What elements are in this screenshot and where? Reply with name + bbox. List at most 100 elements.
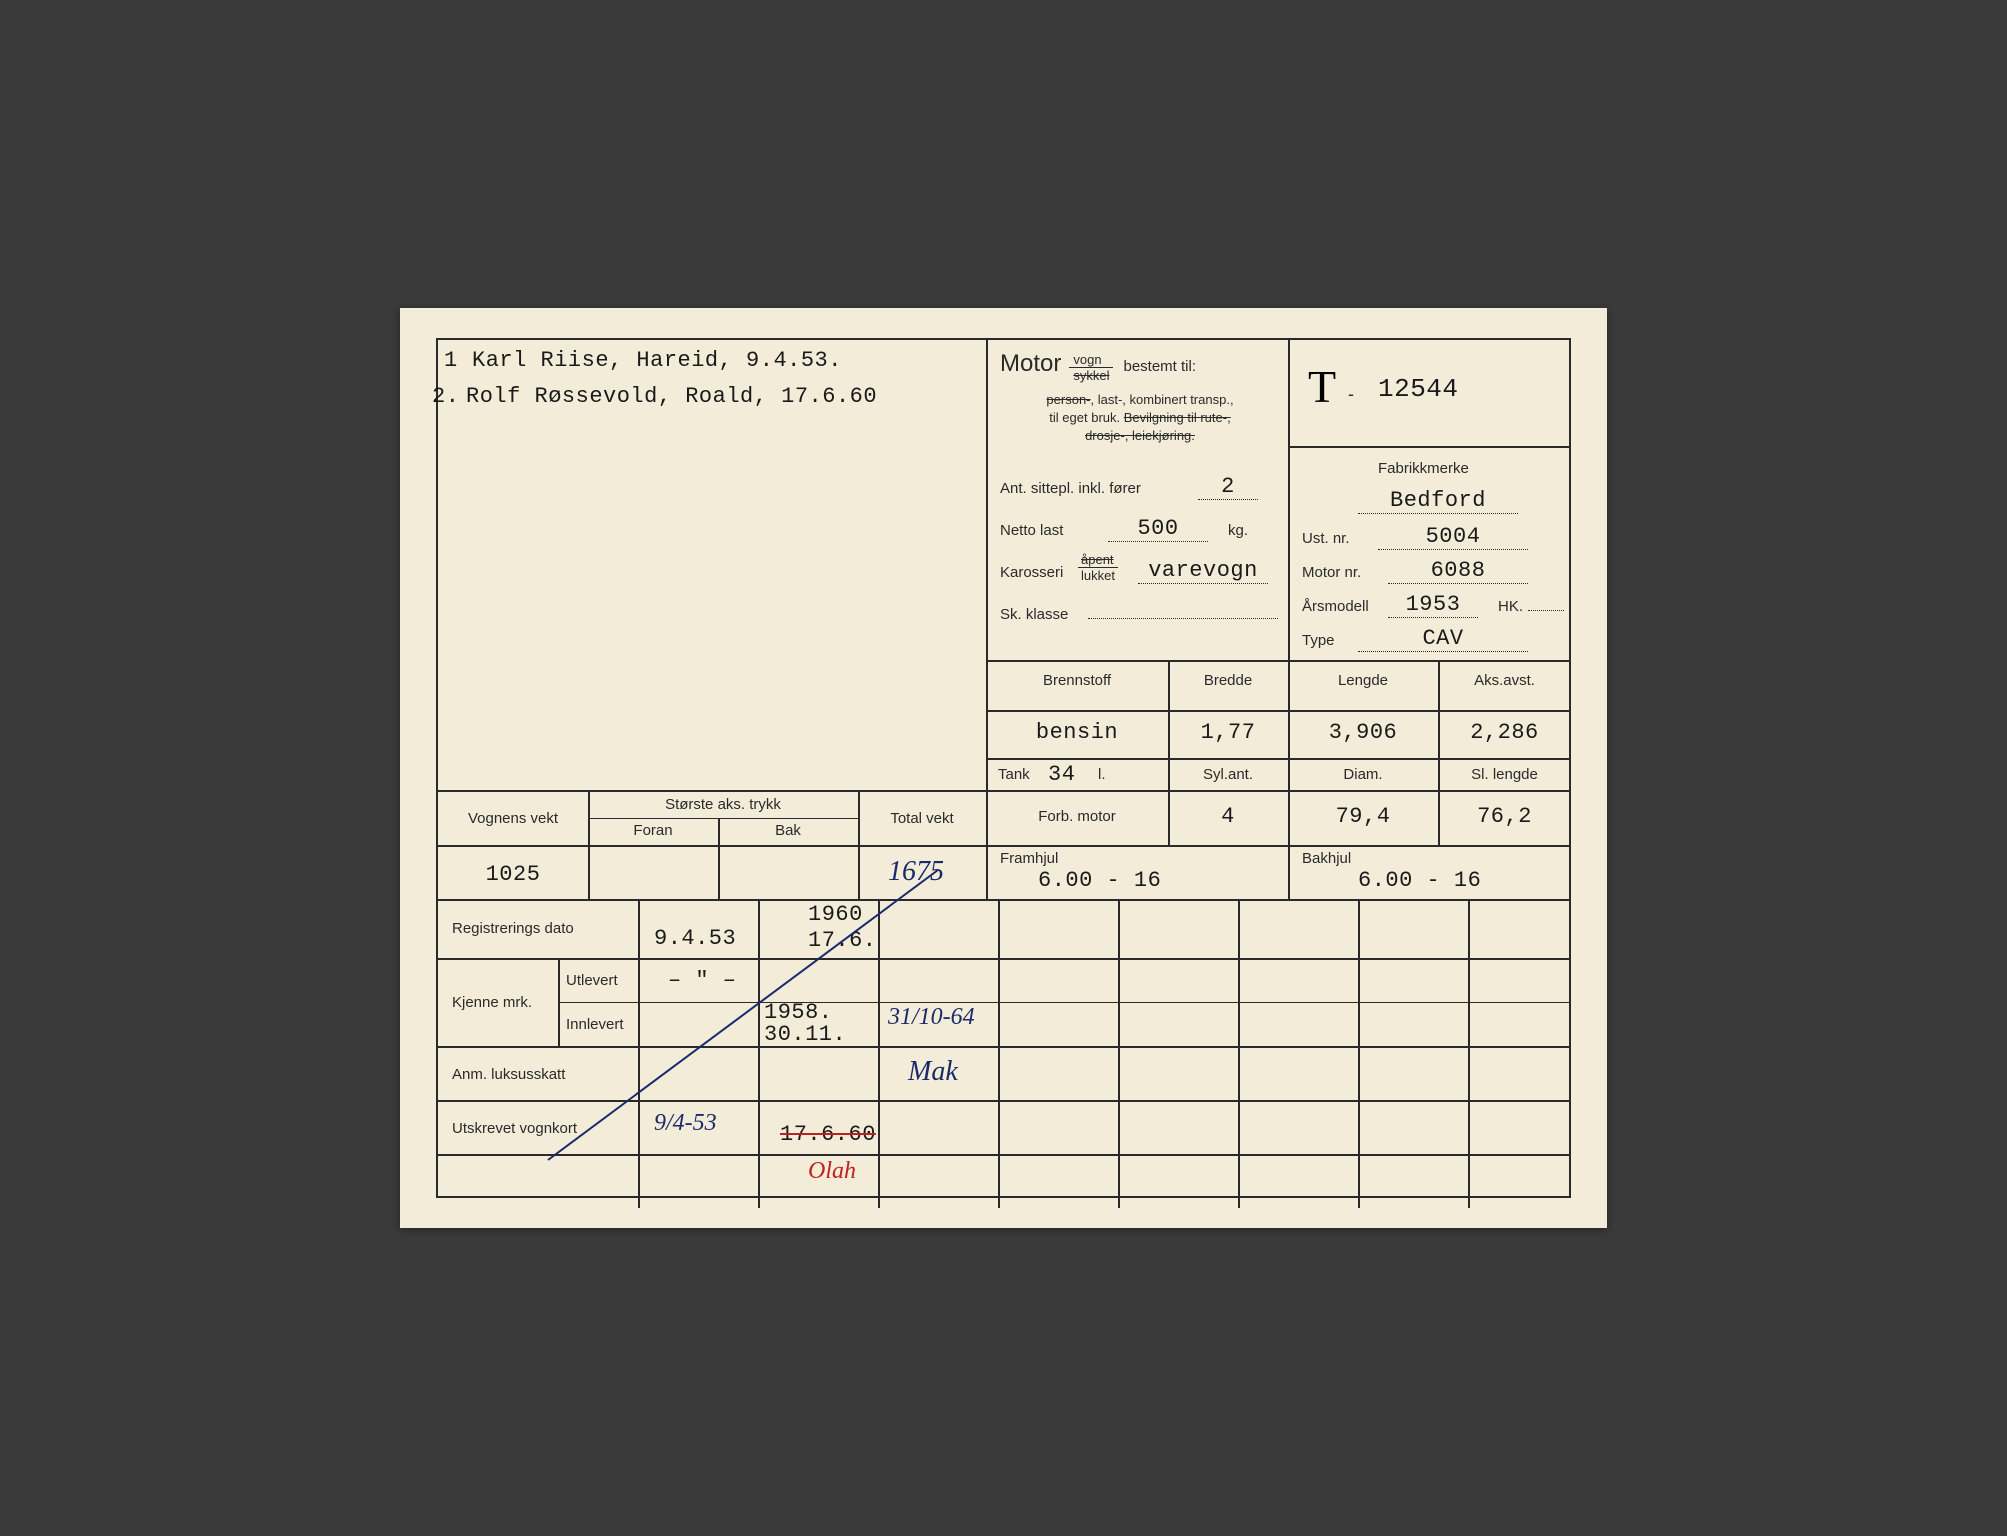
sk-line — [1088, 618, 1278, 619]
anm-label: Anm. luksusskatt — [452, 1066, 565, 1083]
netto-label: Netto last — [1000, 522, 1063, 539]
ust-label: Ust. nr. — [1302, 530, 1350, 547]
sl-val: 76,2 — [1438, 804, 1571, 829]
innlevert-val2: 30.11. — [764, 1022, 846, 1047]
sl-label: Sl. lengde — [1438, 766, 1571, 783]
sittepl-val: 2 — [1198, 474, 1258, 500]
reg-dato-val2b: 17.6. — [808, 928, 877, 953]
vognens-val: 1025 — [438, 862, 588, 887]
w-h1 — [588, 818, 858, 819]
syl-label: Syl.ant. — [1168, 766, 1288, 783]
hjul-v — [1288, 845, 1290, 899]
storste-label: Største aks. trykk — [588, 796, 858, 813]
sk-label: Sk. klasse — [1000, 606, 1068, 623]
motor-line3: drosje-, leiekjøring. — [1000, 428, 1280, 443]
motor-vogn: vogn — [1069, 352, 1113, 368]
b-v2 — [758, 899, 760, 1208]
b-v5 — [1118, 899, 1120, 1208]
utlevert-val: – " – — [668, 968, 737, 993]
spec-h3 — [986, 758, 1571, 760]
divider-v2 — [1288, 340, 1290, 710]
reg-prefix: T — [1308, 360, 1336, 413]
hk-line — [1528, 610, 1564, 611]
spec-h1 — [986, 660, 1571, 662]
divider-h-reg — [1288, 446, 1571, 448]
utskrevet-red: Olah — [808, 1158, 856, 1185]
bredde-val: 1,77 — [1168, 720, 1288, 745]
b-h1b — [558, 1002, 1571, 1003]
b-v1 — [638, 958, 640, 1208]
b-h4 — [438, 1154, 1571, 1156]
lengde-val: 3,906 — [1288, 720, 1438, 745]
framhjul-label: Framhjul — [1000, 850, 1058, 867]
b-v0b — [558, 958, 560, 1046]
tank-unit: l. — [1098, 766, 1106, 783]
spec-h3b — [438, 790, 986, 792]
utlevert-label: Utlevert — [566, 972, 618, 989]
reg-dato-label: Registrerings dato — [452, 920, 574, 937]
motor-title: Motor — [1000, 350, 1061, 377]
bakhjul-val: 6.00 - 16 — [1358, 868, 1481, 893]
motor-line1: person-, last-, kombinert transp., — [1000, 392, 1280, 407]
owner-1: Karl Riise, Hareid, 9.4.53. — [472, 348, 842, 373]
ars-label: Årsmodell — [1302, 598, 1369, 615]
foran-label: Foran — [588, 822, 718, 839]
b-v0a — [638, 899, 640, 958]
b-h2 — [438, 1046, 1571, 1048]
vognens-label: Vognens vekt — [438, 810, 588, 827]
card-frame: 1 Karl Riise, Hareid, 9.4.53. 2. Rolf Rø… — [436, 338, 1571, 1198]
sittepl-label: Ant. sittepl. inkl. fører — [1000, 480, 1141, 497]
owner-2: Rolf Røssevold, Roald, 17.6.60 — [466, 384, 877, 409]
anm-hand: Mak — [908, 1056, 958, 1088]
motornr-val: 6088 — [1388, 558, 1528, 584]
w-v3 — [858, 790, 860, 899]
karosseri-val: varevogn — [1138, 558, 1268, 584]
karosseri-label: Karosseri — [1000, 564, 1063, 581]
owner-2-prefix: 2. — [432, 384, 459, 409]
forb-label: Forb. motor — [986, 808, 1168, 825]
ust-val: 5004 — [1378, 524, 1528, 550]
reg-dash: - — [1348, 384, 1354, 405]
netto-val: 500 — [1108, 516, 1208, 542]
motor-block: Motor vogn sykkel bestemt til: — [1000, 350, 1196, 383]
tank-label: Tank — [998, 766, 1030, 783]
bak-label: Bak — [718, 822, 858, 839]
reg-dato-val1: 9.4.53 — [654, 926, 736, 951]
innlevert-hand: 31/10-64 — [888, 1004, 975, 1031]
spec-h5 — [438, 845, 1571, 847]
bredde-label: Bredde — [1168, 672, 1288, 689]
total-label: Total vekt — [858, 810, 986, 827]
motornr-label: Motor nr. — [1302, 564, 1361, 581]
spec-h6 — [438, 899, 1571, 901]
spec-h2 — [986, 710, 1571, 712]
total-hand: 1675 — [888, 856, 944, 888]
syl-val: 4 — [1168, 804, 1288, 829]
ars-val: 1953 — [1388, 592, 1478, 618]
type-val: CAV — [1358, 626, 1528, 652]
lengde-label: Lengde — [1288, 672, 1438, 689]
karosseri-type: åpent lukket — [1078, 552, 1118, 583]
aks-label: Aks.avst. — [1438, 672, 1571, 689]
b-v3 — [878, 899, 880, 1208]
innlevert-label: Innlevert — [566, 1016, 624, 1033]
diam-label: Diam. — [1288, 766, 1438, 783]
aks-val: 2,286 — [1438, 720, 1571, 745]
tank-val: 34 — [1048, 762, 1075, 787]
b-h3 — [438, 1100, 1571, 1102]
motor-line2: til eget bruk. Bevilgning til rute-, — [1000, 410, 1280, 425]
b-v7 — [1358, 899, 1360, 1208]
utskrevet-label: Utskrevet vognkort — [452, 1120, 577, 1137]
fabrikk-merke: Bedford — [1358, 488, 1518, 514]
owner-1-prefix: 1 — [444, 348, 458, 373]
utskrevet-hand: 9/4-53 — [654, 1110, 717, 1137]
diam-val: 79,4 — [1288, 804, 1438, 829]
motor-bestemt: bestemt til: — [1123, 358, 1196, 375]
b-v8 — [1468, 899, 1470, 1208]
b-h1 — [438, 958, 1571, 960]
fabrikk-title: Fabrikkmerke — [1378, 460, 1469, 477]
hk-label: HK. — [1498, 598, 1523, 615]
bakhjul-label: Bakhjul — [1302, 850, 1351, 867]
reg-dato-val2a: 1960 — [808, 902, 863, 927]
brennstoff-val: bensin — [986, 720, 1168, 745]
b-v6 — [1238, 899, 1240, 1208]
